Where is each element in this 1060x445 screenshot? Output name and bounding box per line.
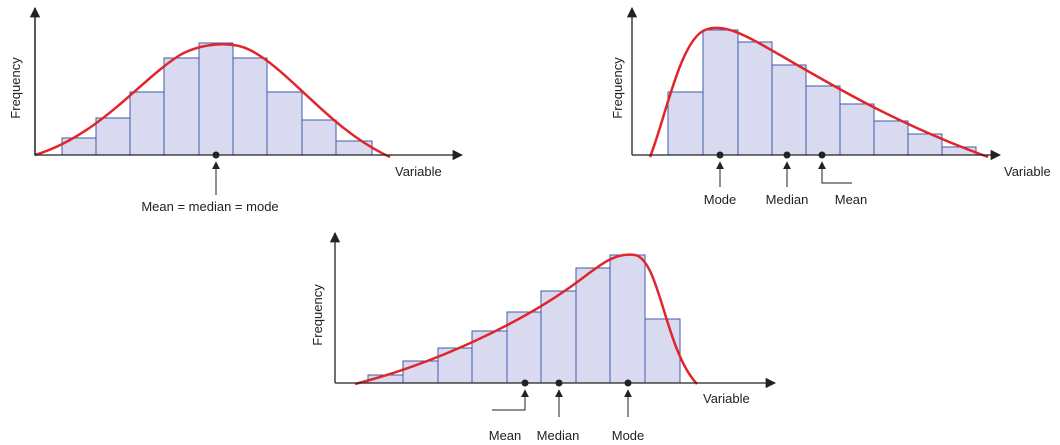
marker-label: Median [766,192,809,207]
panel-right-skewed: Frequency Variable Mode Median Mean [610,6,1051,207]
y-label: Frequency [310,284,325,346]
bars [61,42,373,156]
marker-label: Median [537,428,580,443]
marker-label: Mean = median = mode [141,199,278,214]
y-label: Frequency [610,57,625,119]
x-label: Variable [395,164,442,179]
marker-label: Mode [704,192,737,207]
y-label: Frequency [8,57,23,119]
curve [354,253,698,386]
panel-symmetric: Frequency Variable Mean = median = mode [8,6,464,214]
curve [34,43,391,159]
curve [648,26,989,159]
marker-label: Mode [612,428,645,443]
panel-left-skewed: Frequency Variable Mean Median Mode [310,231,777,443]
bars [667,29,977,156]
marker-label: Mean [489,428,522,443]
x-label: Variable [1004,164,1051,179]
marker-label: Mean [835,192,868,207]
bars [367,254,681,384]
x-label: Variable [703,391,750,406]
